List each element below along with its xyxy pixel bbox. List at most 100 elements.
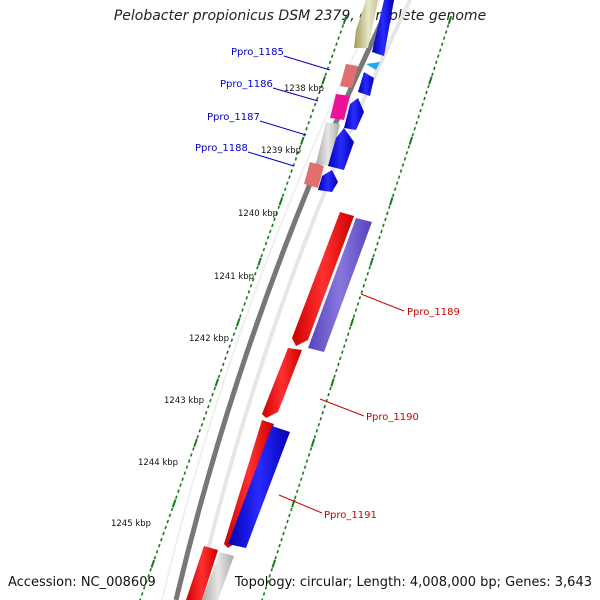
- minor-tick: [266, 235, 270, 240]
- major-tick: [271, 559, 276, 568]
- minor-tick: [393, 187, 397, 191]
- minor-tick: [431, 72, 434, 77]
- minor-tick: [339, 356, 342, 361]
- minor-tick: [140, 592, 144, 596]
- minor-tick: [296, 489, 299, 494]
- major-tick: [171, 499, 177, 508]
- minor-tick: [276, 549, 279, 554]
- major-tick: [428, 76, 433, 85]
- minor-tick: [317, 423, 321, 427]
- gene-blue-small: [318, 170, 338, 192]
- minor-tick: [337, 362, 340, 367]
- tick-track-left: [139, 15, 348, 600]
- major-tick: [291, 499, 296, 508]
- minor-tick: [166, 519, 170, 524]
- minor-tick: [251, 278, 255, 282]
- gene-magenta: [330, 94, 350, 120]
- minor-tick: [354, 308, 358, 312]
- minor-tick: [339, 30, 343, 34]
- minor-tick: [391, 193, 395, 197]
- gene-bottom-gray: [202, 552, 234, 600]
- minor-tick: [319, 416, 322, 421]
- minor-tick: [303, 465, 307, 469]
- minor-tick: [415, 120, 418, 125]
- scale-label: 1243 kbp: [164, 396, 204, 406]
- gene-blue-1186: [358, 72, 374, 96]
- scale-label: 1240 kbp: [238, 209, 278, 219]
- minor-tick: [243, 302, 246, 306]
- minor-tick: [213, 386, 217, 391]
- minor-tick: [388, 205, 391, 210]
- minor-tick: [239, 314, 242, 318]
- leader-line: [319, 398, 365, 417]
- minor-tick: [305, 459, 309, 463]
- minor-tick: [268, 574, 272, 578]
- minor-tick: [183, 471, 187, 475]
- minor-tick: [268, 229, 272, 234]
- minor-tick: [346, 332, 350, 336]
- minor-tick: [196, 435, 199, 439]
- minor-tick: [444, 30, 448, 34]
- minor-tick: [202, 416, 206, 421]
- minor-tick: [288, 513, 291, 518]
- minor-tick: [344, 338, 348, 342]
- minor-tick: [407, 145, 411, 149]
- minor-tick: [147, 574, 150, 578]
- major-tick: [447, 15, 453, 25]
- gene-gray-1187: [316, 122, 340, 166]
- minor-tick: [442, 36, 446, 40]
- minor-tick: [284, 525, 287, 530]
- minor-tick: [423, 96, 426, 101]
- minor-tick: [307, 120, 310, 125]
- scale-labels: 1238 kbp 1239 kbp 1240 kbp 1241 kbp 1242…: [111, 84, 324, 529]
- minor-tick: [245, 296, 249, 300]
- gene-olive: [354, 0, 378, 48]
- genome-backbone-outer: [194, 0, 412, 600]
- minor-tick: [286, 181, 289, 185]
- major-tick: [349, 317, 355, 327]
- minor-tick: [307, 453, 311, 457]
- minor-tick: [446, 24, 450, 28]
- minor-tick: [281, 193, 285, 197]
- gene-label-ppro-1185: Ppro_1185: [231, 47, 284, 58]
- minor-tick: [348, 326, 352, 330]
- major-tick: [150, 559, 156, 568]
- minor-tick: [177, 489, 180, 494]
- minor-tick: [228, 344, 231, 349]
- minor-tick: [341, 350, 344, 355]
- minor-tick: [288, 175, 291, 179]
- minor-tick: [333, 48, 336, 52]
- minor-tick: [275, 211, 278, 216]
- minor-tick: [313, 435, 317, 439]
- minor-tick: [185, 465, 189, 469]
- minor-tick: [296, 151, 300, 155]
- major-tick: [257, 257, 262, 266]
- minor-tick: [343, 344, 346, 349]
- minor-tick: [327, 392, 330, 397]
- gene-bottom-red: [186, 546, 218, 600]
- minor-tick: [290, 507, 293, 512]
- genome-backbone: [173, 0, 395, 600]
- accession-label: Accession: NC_008609: [8, 575, 156, 590]
- minor-tick: [328, 60, 332, 65]
- gene-label-ppro-1191: Ppro_1191: [324, 510, 377, 521]
- minor-tick: [271, 223, 274, 228]
- minor-tick: [200, 423, 204, 427]
- minor-tick: [262, 247, 266, 252]
- gene-ppro-1189-red: [292, 212, 354, 346]
- minor-tick: [192, 447, 195, 451]
- minor-tick: [282, 531, 285, 536]
- minor-tick: [224, 356, 227, 361]
- minor-tick: [179, 483, 182, 487]
- major-tick: [342, 15, 348, 25]
- minor-tick: [356, 302, 360, 306]
- minor-tick: [264, 241, 268, 246]
- minor-tick: [273, 217, 276, 222]
- major-tick: [214, 378, 220, 387]
- minor-tick: [168, 513, 172, 518]
- minor-tick: [298, 145, 302, 149]
- minor-tick: [264, 586, 268, 590]
- minor-tick: [139, 598, 142, 600]
- major-tick: [330, 378, 335, 387]
